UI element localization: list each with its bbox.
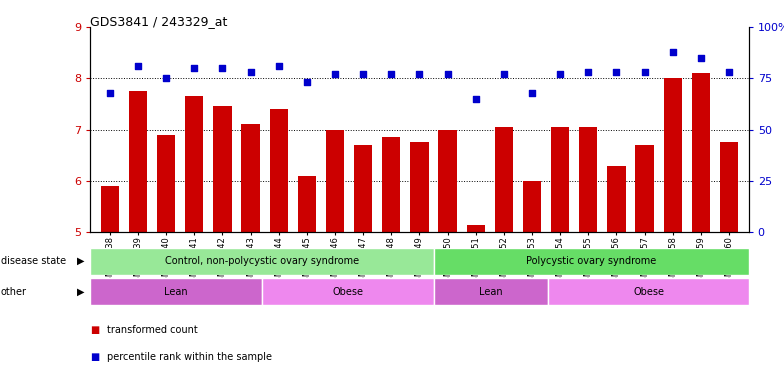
Point [610, 69, 622, 75]
Point [554, 71, 566, 77]
Bar [262, 278, 434, 305]
Text: other: other [1, 287, 27, 297]
Bar [663, 78, 682, 232]
Bar [636, 145, 654, 232]
Text: GDS3841 / 243329_at: GDS3841 / 243329_at [90, 15, 227, 28]
Bar [90, 278, 262, 305]
Text: Control, non-polycystic ovary syndrome: Control, non-polycystic ovary syndrome [165, 256, 359, 266]
Text: ■: ■ [90, 325, 100, 335]
Text: transformed count: transformed count [107, 325, 198, 335]
Bar [608, 166, 626, 232]
Bar [495, 127, 513, 232]
Bar [410, 142, 429, 232]
Bar [720, 142, 739, 232]
Bar [548, 278, 749, 305]
Text: ▶: ▶ [77, 287, 85, 297]
Text: Obese: Obese [633, 287, 664, 297]
Point [441, 71, 454, 77]
Text: percentile rank within the sample: percentile rank within the sample [107, 352, 272, 362]
Text: Lean: Lean [479, 287, 503, 297]
Bar [438, 130, 457, 232]
Point [695, 55, 707, 61]
Bar [466, 225, 485, 232]
Bar [551, 127, 569, 232]
Point [245, 69, 257, 75]
Bar [270, 109, 288, 232]
Bar [241, 124, 260, 232]
Point [160, 75, 172, 81]
Bar [213, 106, 231, 232]
Text: ▶: ▶ [77, 256, 85, 266]
Bar [579, 127, 597, 232]
Bar [100, 186, 119, 232]
Point [723, 69, 735, 75]
Point [216, 65, 229, 71]
Point [413, 71, 426, 77]
Point [300, 79, 313, 85]
Point [357, 71, 369, 77]
Point [526, 89, 539, 96]
Point [638, 69, 651, 75]
Text: Lean: Lean [164, 287, 188, 297]
Point [385, 71, 397, 77]
Point [328, 71, 341, 77]
Bar [298, 176, 316, 232]
Text: ■: ■ [90, 352, 100, 362]
Text: Obese: Obese [332, 287, 363, 297]
Bar [354, 145, 372, 232]
Point [498, 71, 510, 77]
Bar [157, 135, 176, 232]
Point [188, 65, 201, 71]
Point [103, 89, 116, 96]
Bar [434, 278, 548, 305]
Point [470, 96, 482, 102]
Bar [326, 130, 344, 232]
Point [582, 69, 594, 75]
Text: disease state: disease state [1, 256, 66, 266]
Bar [185, 96, 203, 232]
Bar [523, 181, 541, 232]
Bar [382, 137, 401, 232]
Bar [129, 91, 147, 232]
Point [132, 63, 144, 69]
Bar [434, 248, 749, 275]
Point [273, 63, 285, 69]
Bar [691, 73, 710, 232]
Text: Polycystic ovary syndrome: Polycystic ovary syndrome [526, 256, 656, 266]
Point [666, 48, 679, 55]
Bar [90, 248, 434, 275]
